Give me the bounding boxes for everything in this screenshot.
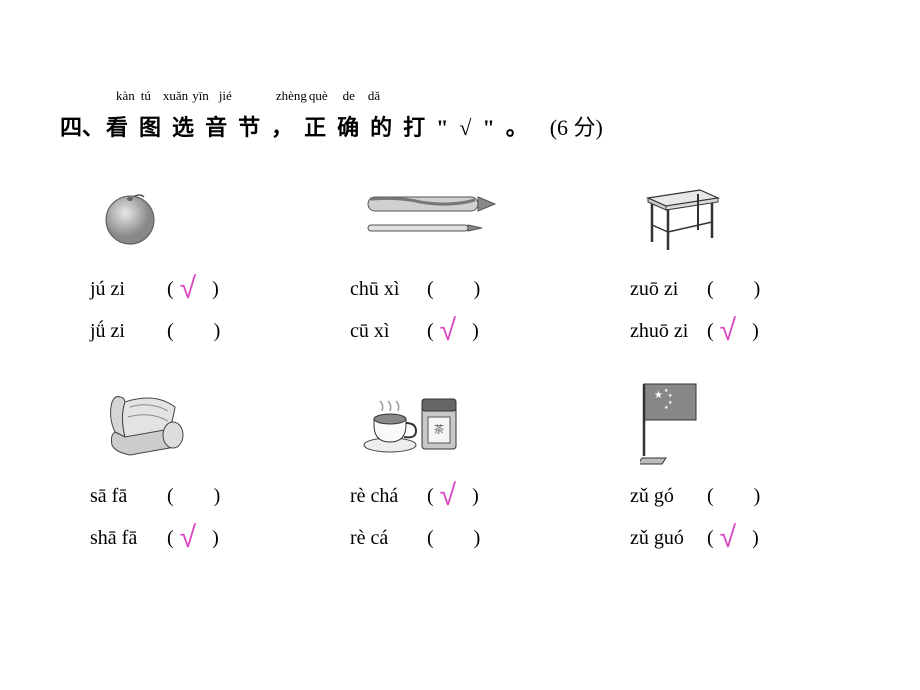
exercise-item: zuō zi() zhuō zi( √) bbox=[630, 177, 880, 359]
desk-icon bbox=[640, 180, 725, 255]
paren-close: ) bbox=[754, 485, 761, 508]
option-label: zuō zi bbox=[630, 278, 705, 301]
option-row: zhuō zi( √) bbox=[630, 317, 880, 345]
option-label: zhuō zi bbox=[630, 320, 705, 343]
paren-close: ) bbox=[212, 278, 219, 301]
option-row: zǔ guó( √) bbox=[630, 524, 880, 552]
check-mark-icon: √ bbox=[440, 486, 456, 506]
exercise-item: jú zi(√)jǘ zi() bbox=[90, 177, 340, 359]
paren-close: ) bbox=[214, 485, 221, 508]
option-label: zǔ gó bbox=[630, 485, 705, 508]
check-mark-icon: √ bbox=[720, 528, 736, 548]
orange-icon bbox=[100, 187, 160, 247]
paren-close: ) bbox=[474, 527, 481, 550]
title-hanzi: 四、看图选音节，正确的打"√"。(6 分) bbox=[60, 110, 860, 142]
pencils-icon bbox=[360, 187, 510, 247]
paren-open: ( bbox=[167, 320, 174, 343]
option-label: rè chá bbox=[350, 485, 425, 508]
paren-open: ( bbox=[707, 485, 714, 508]
paren-close: ) bbox=[212, 527, 219, 550]
exercise-item: sā fā() shā fā( √) bbox=[90, 384, 340, 566]
paren-open: ( bbox=[427, 485, 434, 508]
option-label: jú zi bbox=[90, 278, 165, 301]
score-text: (6 分) bbox=[550, 115, 603, 140]
option-row: jǘ zi() bbox=[90, 317, 340, 345]
paren-open: ( bbox=[427, 278, 434, 301]
option-row: sā fā() bbox=[90, 482, 340, 510]
paren-close: ) bbox=[474, 278, 481, 301]
item-image bbox=[90, 384, 340, 464]
option-row: rè cá() bbox=[350, 524, 620, 552]
paren-close: ) bbox=[472, 485, 479, 508]
option-label: chū xì bbox=[350, 278, 425, 301]
option-label: cū xì bbox=[350, 320, 425, 343]
check-mark-icon: √ bbox=[180, 528, 196, 548]
check-mark-icon: √ bbox=[720, 321, 736, 341]
option-label: shā fā bbox=[90, 527, 165, 550]
sofa-icon bbox=[100, 387, 195, 462]
question-title: kàntúxuǎnyīnjiézhèngquèdedǎ 四、看图选音节，正确的打… bbox=[60, 110, 860, 142]
paren-open: ( bbox=[167, 485, 174, 508]
option-row: cū xì( √) bbox=[350, 317, 620, 345]
paren-open: ( bbox=[427, 320, 434, 343]
check-mark-icon: √ bbox=[440, 321, 456, 341]
paren-open: ( bbox=[707, 527, 714, 550]
option-label: rè cá bbox=[350, 527, 425, 550]
option-row: zuō zi() bbox=[630, 275, 880, 303]
svg-text:★: ★ bbox=[664, 405, 669, 411]
item-image bbox=[90, 177, 340, 257]
paren-open: ( bbox=[427, 527, 434, 550]
exercise-grid: jú zi(√)jǘ zi() chū xì()cū xì(√) zuō zi(… bbox=[90, 177, 860, 566]
tea-icon: 茶 bbox=[360, 387, 470, 462]
option-row: rè chá( √) bbox=[350, 482, 620, 510]
option-label: zǔ guó bbox=[630, 527, 705, 550]
option-row: zǔ gó() bbox=[630, 482, 880, 510]
title-pinyin: kàntúxuǎnyīnjiézhèngquèdedǎ bbox=[116, 88, 380, 104]
flag-icon: ★ ★ ★ ★ ★ bbox=[640, 382, 710, 467]
paren-open: ( bbox=[707, 320, 714, 343]
paren-close: ) bbox=[752, 527, 759, 550]
svg-text:★: ★ bbox=[668, 400, 673, 406]
option-label: jǘ zi bbox=[90, 320, 165, 343]
paren-open: ( bbox=[167, 527, 174, 550]
option-label: sā fā bbox=[90, 485, 165, 508]
paren-open: ( bbox=[707, 278, 714, 301]
svg-text:★: ★ bbox=[668, 393, 673, 399]
exercise-item: ★ ★ ★ ★ ★ zǔ gó() zǔ guó( √) bbox=[630, 384, 880, 566]
paren-close: ) bbox=[472, 320, 479, 343]
paren-close: ) bbox=[754, 278, 761, 301]
item-image bbox=[350, 177, 620, 257]
exercise-item: 茶 rè chá(√)rè cá() bbox=[350, 384, 620, 566]
option-row: jú zi( √) bbox=[90, 275, 340, 303]
svg-text:★: ★ bbox=[654, 390, 663, 401]
exercise-item: chū xì() cū xì( √) bbox=[350, 177, 620, 359]
option-row: chū xì() bbox=[350, 275, 620, 303]
check-mark-icon: √ bbox=[180, 279, 196, 299]
item-image: 茶 bbox=[350, 384, 620, 464]
paren-close: ) bbox=[214, 320, 221, 343]
item-image bbox=[630, 177, 880, 257]
item-image: ★ ★ ★ ★ ★ bbox=[630, 384, 880, 464]
svg-text:茶: 茶 bbox=[434, 423, 444, 436]
option-row: shā fā( √) bbox=[90, 524, 340, 552]
paren-open: ( bbox=[167, 278, 174, 301]
paren-close: ) bbox=[752, 320, 759, 343]
question-number: 四、 bbox=[60, 115, 104, 140]
